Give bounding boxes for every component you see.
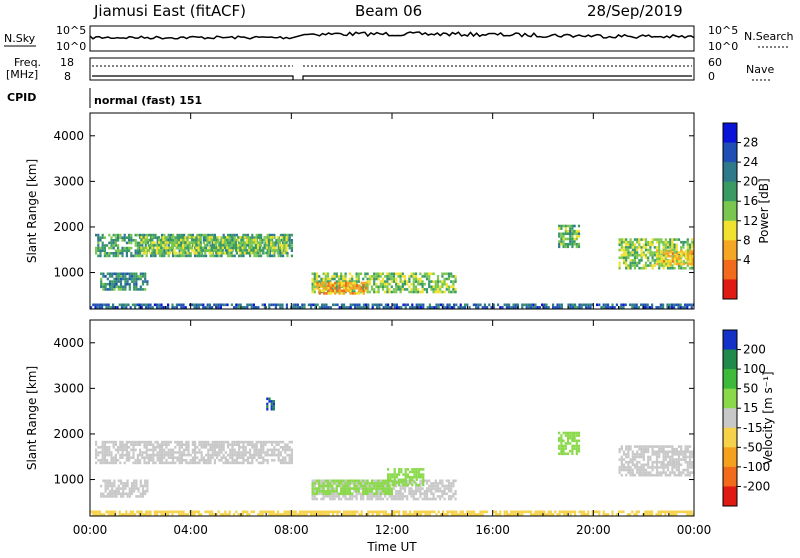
station-title: Jiamusi East (fitACF): [93, 2, 246, 20]
colorbar-tick-label: 12: [743, 214, 758, 228]
y-tick-label: 2000: [53, 427, 84, 441]
x-tick-label: 04:00: [173, 523, 208, 537]
nsearch-label: N.Search: [744, 30, 794, 43]
nsearch-tick-top: 10^5: [708, 24, 738, 37]
echo-region: [95, 440, 293, 465]
nave-tick-bottom: 0: [708, 70, 715, 83]
y-tick-label: 4000: [53, 336, 84, 350]
freq-trace-2: [302, 75, 692, 80]
freq-panel-frame: [89, 57, 695, 81]
power-y-axis-label: Slant Range [km]: [25, 159, 39, 263]
colorbar-swatch: [723, 388, 737, 409]
echo-region: [90, 303, 694, 309]
nsky-tick-top: 10^5: [56, 24, 86, 37]
colorbar-swatch: [723, 259, 737, 280]
colorbar-swatch: [723, 427, 737, 448]
velocity-y-axis: 4000 3000 2000 1000: [53, 336, 694, 487]
nave-tick-top: 60: [708, 56, 722, 69]
velocity-colorbar: 200 100 50 15 -15 -50 -100 -200: [722, 329, 770, 507]
colorbar-tick-label: 24: [743, 155, 758, 169]
colorbar-swatch: [723, 201, 737, 222]
echo-region: [140, 236, 288, 255]
colorbar-swatch: [723, 330, 737, 351]
velocity-y-axis-label: Slant Range [km]: [25, 366, 39, 470]
echo-region: [558, 224, 581, 249]
x-tick-label: 20:00: [576, 523, 611, 537]
echo-region: [100, 479, 149, 498]
y-tick-label: 2000: [53, 220, 84, 234]
nsky-trace: [89, 31, 695, 40]
colorbar-tick-label: -50: [743, 440, 763, 454]
echo-region: [656, 249, 694, 266]
power-colorbar-label: Power [dB]: [757, 178, 771, 243]
colorbar-swatch: [723, 279, 737, 300]
freq-label: Freq.: [14, 56, 41, 69]
freq-tick-bottom: 8: [64, 70, 71, 83]
colorbar-swatch: [723, 123, 737, 144]
echo-region: [316, 281, 368, 295]
colorbar-tick-label: 100: [743, 362, 766, 376]
colorbar-tick-label: 16: [743, 194, 758, 208]
y-tick-label: 3000: [53, 381, 84, 395]
x-tick-label: 00:00: [73, 523, 108, 537]
x-tick-label: 08:00: [274, 523, 309, 537]
x-axis-label: Time UT: [366, 540, 417, 554]
echo-region: [387, 468, 425, 487]
y-tick-label: 4000: [53, 129, 84, 143]
nsky-label: N.Sky: [4, 32, 36, 45]
colorbar-tick-label: 200: [743, 343, 766, 357]
colorbar-swatch: [723, 240, 737, 261]
nsky-tick-bottom: 10^0: [56, 40, 86, 53]
echo-region: [311, 479, 393, 496]
colorbar-tick-label: 15: [743, 401, 758, 415]
cpid-text: normal (fast) 151: [94, 94, 202, 107]
colorbar-swatch: [723, 142, 737, 163]
y-tick-label: 3000: [53, 174, 84, 188]
colorbar-swatch: [723, 466, 737, 487]
y-tick-label: 1000: [53, 266, 84, 280]
colorbar-tick-label: -15: [743, 421, 763, 435]
y-tick-label: 1000: [53, 473, 84, 487]
velocity-panel-frame: [89, 319, 695, 517]
colorbar-tick-label: 20: [743, 175, 758, 189]
nave-label: Nave: [746, 63, 774, 76]
echo-region: [618, 445, 694, 477]
time-x-axis: 00:00 04:00 08:00 12:00 16:00 20:00 00:00: [73, 113, 712, 537]
colorbar-swatch: [723, 349, 737, 370]
colorbar-swatch: [723, 447, 737, 468]
power-y-axis: 4000 3000 2000 1000: [53, 129, 694, 280]
beam-title: Beam 06: [355, 2, 422, 20]
velocity-colorbar-label: Velocity [m s⁻¹]: [761, 371, 775, 464]
echo-region: [558, 431, 581, 456]
colorbar-swatch: [723, 162, 737, 183]
x-tick-label: 12:00: [375, 523, 410, 537]
colorbar-swatch: [723, 369, 737, 390]
x-tick-label: 00:00: [677, 523, 712, 537]
freq-tick-top: 18: [60, 56, 74, 69]
colorbar-swatch: [723, 220, 737, 241]
cpid-label: CPID: [7, 91, 36, 104]
noise-panel-frame: [89, 25, 695, 52]
colorbar-tick-label: 28: [743, 136, 758, 150]
colorbar-swatch: [723, 181, 737, 202]
colorbar-swatch: [723, 486, 737, 507]
x-tick-label: 16:00: [475, 523, 510, 537]
colorbar-tick-label: -200: [743, 479, 770, 493]
freq-unit-label: [MHz]: [6, 68, 38, 81]
freq-trace-1: [92, 75, 294, 80]
power-colorbar: 28 24 20 16 12 8 4: [722, 122, 758, 300]
colorbar-tick-label: -100: [743, 460, 770, 474]
colorbar-swatch: [723, 408, 737, 429]
power-echo-layer: [90, 224, 694, 309]
colorbar-tick-label: 50: [743, 382, 758, 396]
nsearch-tick-bottom: 10^0: [708, 40, 738, 53]
colorbar-tick-label: 8: [743, 233, 751, 247]
date-title: 28/Sep/2019: [587, 2, 683, 20]
echo-region: [266, 397, 275, 411]
velocity-echo-layer: [90, 397, 694, 516]
echo-region: [100, 272, 149, 291]
colorbar-tick-label: 4: [743, 253, 751, 267]
